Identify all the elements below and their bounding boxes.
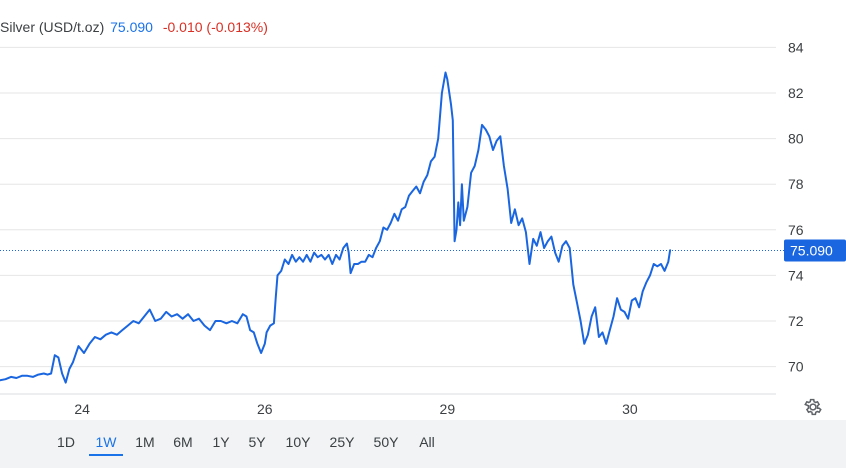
range-tab-1w[interactable]: 1W [89, 430, 123, 456]
x-axis-labels: 24 26 29 30 [74, 401, 638, 417]
y-tick-label: 84 [788, 39, 804, 55]
y-tick-label: 82 [788, 85, 804, 101]
y-tick-label: 74 [788, 267, 804, 283]
current-value-badge-label: 75.090 [790, 243, 833, 259]
range-tab-50y[interactable]: 50Y [373, 434, 399, 450]
y-tick-label: 80 [788, 131, 804, 147]
gear-icon [804, 398, 822, 416]
range-tab-1d[interactable]: 1D [57, 434, 75, 450]
y-axis-labels: 70 72 74 76 78 80 82 84 [788, 39, 804, 374]
range-tab-1m[interactable]: 1M [135, 434, 155, 450]
y-tick-label: 76 [788, 222, 804, 238]
current-value-badge: 75.090 [784, 239, 846, 262]
y-tick-label: 70 [788, 359, 804, 375]
current-price: 75.090 [110, 19, 153, 35]
range-tab-all[interactable]: All [419, 434, 435, 450]
x-tick-label: 26 [257, 401, 273, 417]
time-range-bar: 1D 1W 1M 6M 1Y 5Y 10Y 25Y 50Y All [0, 420, 846, 468]
current-value-badge-box [784, 239, 846, 262]
instrument-title: Silver (USD/t.oz) [0, 19, 105, 35]
settings-gear-icon[interactable] [803, 397, 823, 417]
range-tab-25y[interactable]: 25Y [329, 434, 355, 450]
x-tick-label: 30 [622, 401, 638, 417]
chart-header: Silver (USD/t.oz) 75.090 -0.010 (-0.013%… [0, 19, 268, 35]
range-tab-6m[interactable]: 6M [173, 434, 193, 450]
range-tab-5y[interactable]: 5Y [248, 434, 266, 450]
grid-lines [0, 46, 776, 395]
price-line-series[interactable] [0, 71, 672, 384]
range-tab-1y[interactable]: 1Y [212, 434, 230, 450]
price-chart: 70 72 74 76 78 80 82 84 24 26 29 30 75.090 [0, 39, 846, 417]
y-tick-label: 72 [788, 313, 804, 329]
y-tick-label: 78 [788, 176, 804, 192]
x-tick-label: 29 [440, 401, 456, 417]
range-tab-10y[interactable]: 10Y [285, 434, 311, 450]
x-tick-label: 24 [74, 401, 90, 417]
price-change: -0.010 (-0.013%) [162, 19, 268, 35]
